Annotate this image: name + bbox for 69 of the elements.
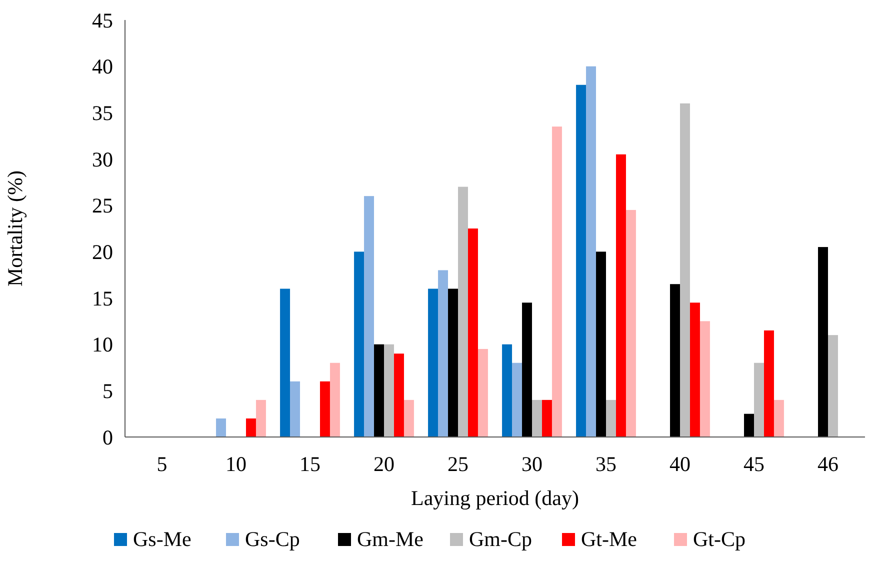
bar (394, 354, 404, 437)
bar (616, 154, 626, 437)
x-tick-label: 40 (670, 452, 690, 476)
bar (374, 344, 384, 437)
legend-label: Gm-Cp (469, 527, 532, 551)
bar (330, 362, 340, 437)
bar (438, 270, 448, 437)
y-axis-title: Mortality (%) (3, 170, 27, 287)
bar (586, 66, 596, 437)
bar (690, 302, 700, 437)
bar (502, 344, 512, 437)
bar (764, 330, 774, 437)
y-tick-label: 45 (92, 8, 113, 32)
x-tick-label: 25 (448, 452, 468, 476)
bar (828, 335, 838, 437)
legend-label: Gt-Me (581, 527, 637, 551)
x-tick-label: 46 (818, 452, 838, 476)
legend-label: Gt-Cp (693, 527, 746, 551)
x-tick-label: 45 (744, 452, 764, 476)
x-tick-label: 5 (156, 452, 168, 476)
y-tick-label: 5 (102, 379, 113, 404)
bar (522, 302, 532, 437)
bar (744, 414, 754, 437)
y-tick-label: 35 (92, 101, 113, 126)
bar (354, 252, 364, 437)
bar (256, 400, 266, 437)
y-tick-label: 30 (92, 147, 113, 172)
bar (320, 381, 330, 437)
bar (774, 400, 784, 437)
bar (576, 84, 586, 437)
bar (818, 247, 828, 437)
legend-label: Gm-Me (357, 527, 424, 551)
x-tick-label: 35 (596, 452, 616, 476)
bar (428, 288, 438, 437)
bar (468, 228, 478, 437)
bar (596, 252, 606, 437)
bar (754, 362, 764, 437)
bar (700, 321, 710, 437)
bar (246, 418, 256, 437)
bar (680, 103, 690, 437)
y-tick-label: 20 (92, 240, 113, 264)
x-tick-label: 10 (226, 452, 246, 476)
y-tick-label: 25 (92, 194, 113, 218)
x-tick-label: 30 (522, 452, 542, 476)
bar (532, 400, 542, 437)
y-tick-label: 10 (92, 332, 113, 357)
bar (670, 284, 680, 437)
y-tick-label: 0 (102, 425, 113, 450)
bar (552, 126, 562, 437)
bar (606, 400, 616, 437)
bar (216, 418, 226, 437)
legend-label: Gs-Cp (245, 527, 300, 551)
x-tick-label: 20 (374, 452, 394, 476)
x-tick-label: 15 (300, 452, 320, 476)
bar (280, 288, 290, 437)
bar (542, 400, 552, 437)
bar (458, 186, 468, 437)
bar (478, 348, 488, 437)
legend-label: Gs-Me (133, 527, 192, 551)
bar (290, 381, 300, 437)
bar (404, 400, 414, 437)
x-axis-title: Laying period (day) (411, 486, 579, 510)
bar (512, 362, 522, 437)
bar (384, 344, 394, 437)
bar (448, 288, 458, 437)
y-tick-label: 40 (92, 54, 113, 79)
bar (626, 210, 636, 437)
y-tick-label: 15 (92, 286, 113, 310)
bar (364, 196, 374, 437)
